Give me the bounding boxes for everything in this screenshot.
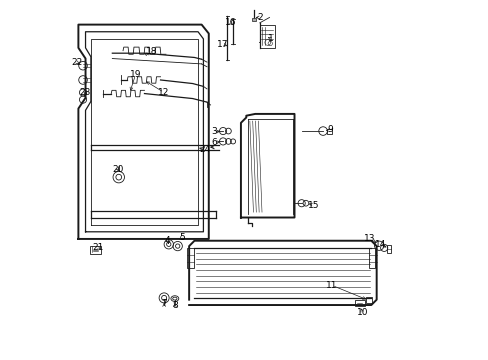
Text: 3: 3 [211,127,217,136]
Text: 15: 15 [308,201,319,210]
Text: 7: 7 [161,299,167,308]
Text: 11: 11 [325,281,337,290]
Text: 16: 16 [224,18,236,27]
Bar [259,24,274,48]
Text: 22: 22 [71,58,82,67]
Text: 2: 2 [257,13,263,22]
Bar [365,297,372,303]
Text: 4: 4 [164,236,170,245]
Text: 17: 17 [217,40,228,49]
Text: 12: 12 [158,88,169,97]
Text: 19: 19 [129,70,141,79]
Bar [187,248,193,267]
Text: 6: 6 [211,138,217,147]
Bar [354,300,365,306]
Text: 8: 8 [172,301,177,310]
Text: 9: 9 [326,126,332,135]
Text: 5: 5 [179,233,184,242]
Text: 1: 1 [268,35,274,44]
Text: 24: 24 [199,145,210,154]
Text: 10: 10 [356,308,367,317]
Text: 23: 23 [80,88,91,97]
Text: 20: 20 [112,165,123,174]
Bar [251,18,256,21]
Text: 18: 18 [145,47,157,56]
Text: 21: 21 [92,243,103,252]
Bar [368,248,374,267]
Bar [386,246,390,253]
Text: 14: 14 [374,240,385,249]
Bar [326,129,332,134]
Bar [90,246,101,253]
Text: 13: 13 [363,234,374,243]
